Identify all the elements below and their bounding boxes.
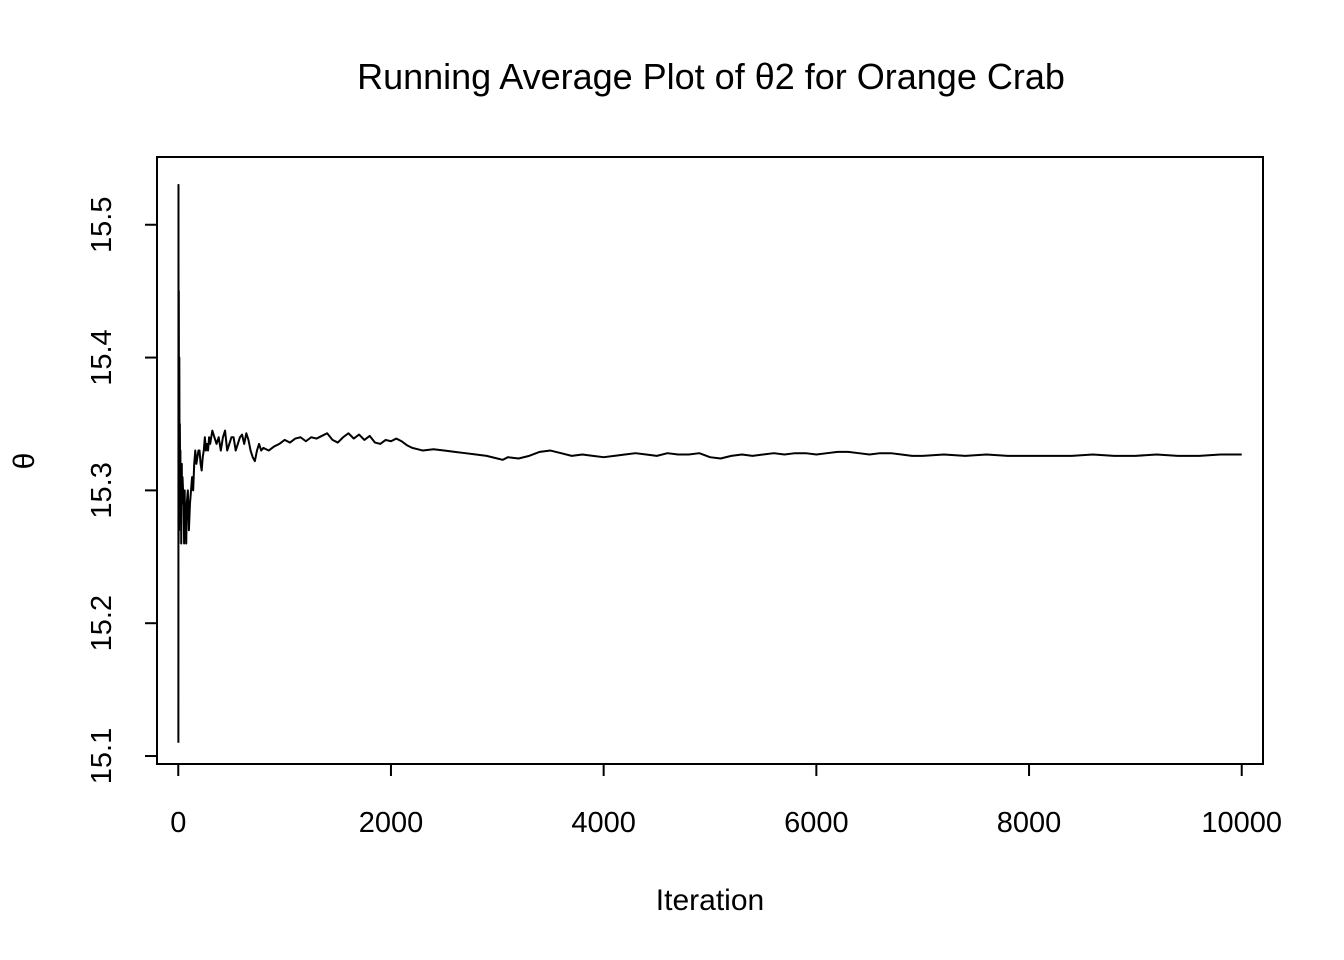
x-axis: 0 2000 4000 6000 8000 10000: [170, 764, 1282, 839]
plot-frame: [157, 157, 1263, 764]
y-axis-label: θ: [8, 453, 41, 470]
x-tick-label: 0: [170, 807, 186, 839]
x-axis-label: Iteration: [656, 884, 764, 917]
chart-title: Running Average Plot of θ2 for Orange Cr…: [357, 56, 1065, 97]
x-tick-label: 4000: [571, 807, 636, 839]
x-tick-label: 8000: [997, 807, 1062, 839]
y-tick-label: 15.2: [86, 595, 118, 651]
y-tick-label: 15.4: [86, 329, 118, 385]
x-tick-label: 10000: [1201, 807, 1282, 839]
y-tick-label: 15.3: [86, 462, 118, 518]
x-tick-label: 6000: [784, 807, 849, 839]
y-tick-label: 15.1: [86, 728, 118, 784]
y-axis: 15.1 15.2 15.3 15.4 15.5: [86, 197, 157, 785]
running-average-line: [178, 185, 1241, 743]
x-tick-label: 2000: [359, 807, 424, 839]
y-tick-label: 15.5: [86, 197, 118, 253]
